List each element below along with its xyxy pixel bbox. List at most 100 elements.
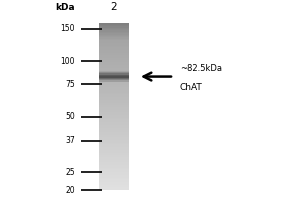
Text: 20: 20 bbox=[65, 186, 75, 195]
Bar bbox=[99, 168, 129, 169]
Bar bbox=[99, 118, 129, 119]
Bar bbox=[99, 33, 129, 35]
Bar bbox=[99, 43, 129, 44]
Bar bbox=[99, 100, 129, 101]
Bar bbox=[99, 105, 129, 107]
Bar bbox=[99, 73, 129, 75]
Bar bbox=[99, 174, 129, 175]
Bar bbox=[99, 129, 129, 130]
Bar bbox=[99, 146, 129, 147]
Bar bbox=[99, 164, 129, 165]
Bar bbox=[99, 128, 129, 129]
Bar bbox=[99, 125, 129, 126]
Bar bbox=[99, 83, 129, 85]
Bar bbox=[99, 96, 129, 97]
Bar bbox=[99, 61, 129, 62]
Bar bbox=[99, 39, 129, 40]
Bar bbox=[99, 126, 129, 128]
Bar bbox=[99, 104, 129, 105]
Bar bbox=[99, 60, 129, 61]
Bar bbox=[99, 93, 129, 94]
Bar bbox=[99, 115, 129, 117]
Bar bbox=[99, 23, 129, 25]
Text: 100: 100 bbox=[61, 57, 75, 66]
Bar bbox=[99, 50, 129, 51]
Text: 50: 50 bbox=[65, 112, 75, 121]
Bar bbox=[99, 90, 129, 92]
Bar bbox=[99, 64, 129, 65]
Bar bbox=[99, 122, 129, 123]
Bar bbox=[99, 55, 129, 57]
Bar bbox=[99, 133, 129, 135]
Bar bbox=[99, 172, 129, 174]
Bar bbox=[99, 169, 129, 171]
Bar bbox=[99, 37, 129, 39]
Bar bbox=[99, 140, 129, 142]
Bar bbox=[99, 67, 129, 68]
Bar bbox=[99, 112, 129, 114]
Bar bbox=[99, 142, 129, 143]
Bar bbox=[99, 101, 129, 103]
Text: 150: 150 bbox=[61, 24, 75, 33]
Bar bbox=[99, 76, 129, 78]
Bar bbox=[99, 136, 129, 137]
Bar bbox=[99, 150, 129, 151]
Bar bbox=[99, 143, 129, 144]
Bar bbox=[99, 85, 129, 86]
Bar bbox=[99, 121, 129, 122]
Bar bbox=[99, 185, 129, 186]
Bar bbox=[99, 79, 129, 80]
Bar bbox=[99, 32, 129, 33]
Bar bbox=[99, 178, 129, 179]
Bar bbox=[99, 36, 129, 37]
Bar bbox=[99, 54, 129, 55]
Bar bbox=[99, 107, 129, 108]
Bar bbox=[99, 48, 129, 50]
Bar bbox=[99, 144, 129, 146]
Bar bbox=[99, 176, 129, 178]
Bar bbox=[99, 182, 129, 183]
Bar bbox=[99, 53, 129, 54]
Bar bbox=[99, 154, 129, 155]
Bar bbox=[99, 30, 129, 32]
Bar bbox=[99, 187, 129, 189]
Bar bbox=[99, 108, 129, 110]
Bar bbox=[99, 123, 129, 125]
Bar bbox=[99, 72, 129, 73]
Bar bbox=[99, 162, 129, 164]
Bar bbox=[99, 137, 129, 139]
Bar bbox=[99, 71, 129, 72]
Bar bbox=[99, 175, 129, 176]
Bar bbox=[99, 29, 129, 30]
Bar bbox=[99, 183, 129, 185]
Bar bbox=[99, 165, 129, 167]
Bar bbox=[99, 87, 129, 89]
Bar bbox=[99, 28, 129, 29]
Text: 75: 75 bbox=[65, 80, 75, 89]
Bar bbox=[99, 155, 129, 157]
Bar bbox=[99, 44, 129, 46]
Bar bbox=[99, 57, 129, 58]
Bar bbox=[99, 171, 129, 172]
Bar bbox=[99, 119, 129, 121]
Bar bbox=[99, 75, 129, 76]
Bar bbox=[99, 139, 129, 140]
Bar bbox=[99, 149, 129, 150]
Bar bbox=[99, 180, 129, 182]
Bar bbox=[99, 26, 129, 28]
Bar bbox=[99, 51, 129, 53]
Bar bbox=[99, 132, 129, 133]
Bar bbox=[99, 151, 129, 153]
Text: 37: 37 bbox=[65, 136, 75, 145]
Bar bbox=[99, 160, 129, 161]
Bar bbox=[99, 161, 129, 162]
Bar bbox=[99, 167, 129, 168]
Bar bbox=[99, 89, 129, 90]
Bar bbox=[99, 186, 129, 187]
Bar bbox=[99, 130, 129, 132]
Text: ChAT: ChAT bbox=[180, 83, 203, 92]
Text: ~82.5kDa: ~82.5kDa bbox=[180, 64, 222, 73]
Bar bbox=[99, 147, 129, 149]
Bar bbox=[99, 69, 129, 71]
Bar bbox=[99, 92, 129, 93]
